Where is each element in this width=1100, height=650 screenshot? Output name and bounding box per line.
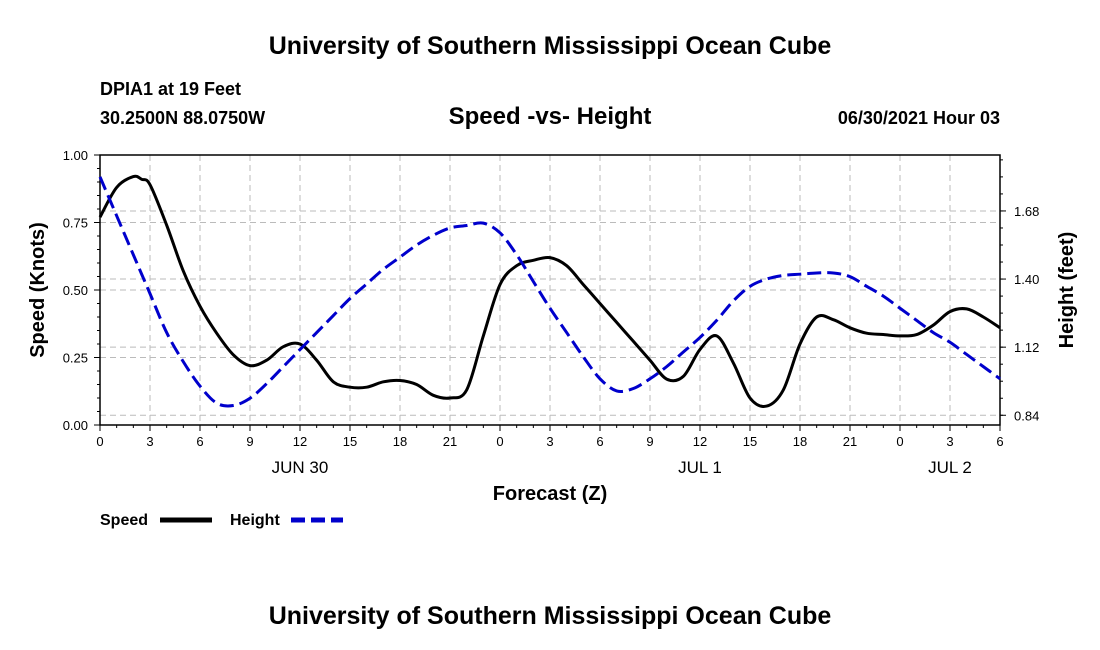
legend-speed-label: Speed [100,512,148,529]
x-tick-label: 0 [496,434,503,449]
x-tick-label: 12 [693,434,707,449]
timestamp-label: 06/30/2021 Hour 03 [838,108,1000,128]
x-date-label: JUL 1 [678,458,722,477]
y2-tick-label: 1.68 [1014,204,1039,219]
y-tick-label: 0.75 [63,216,88,231]
x-tick-label: 0 [96,434,103,449]
station-label: DPIA1 at 19 Feet [100,79,241,99]
x-axis-label: Forecast (Z) [493,483,607,505]
y-tick-label: 0.25 [63,351,88,366]
x-tick-label: 9 [646,434,653,449]
x-tick-label: 21 [843,434,857,449]
y-tick-label: 0.00 [63,418,88,433]
x-tick-label: 18 [393,434,407,449]
x-date-label: JUN 30 [272,458,329,477]
x-date-label: JUL 2 [928,458,972,477]
x-tick-label: 6 [196,434,203,449]
grid [99,154,1001,426]
x-tick-label: 6 [596,434,603,449]
series-line-speed [98,174,1001,408]
x-tick-label: 21 [443,434,457,449]
header-title: University of Southern Mississippi Ocean… [269,32,832,60]
y2-tick-label: 0.84 [1014,408,1039,423]
y2-axis-label: Height (feet) [1056,232,1078,349]
coordinates-label: 30.2500N 88.0750W [100,108,265,128]
x-tick-label: 3 [546,434,553,449]
y-tick-label: 1.00 [63,148,88,163]
x-tick-label: 15 [743,434,757,449]
series-line-height [98,176,1001,408]
legend: Speed Height [100,512,343,529]
x-tick-label: 0 [896,434,903,449]
x-tick-label: 6 [996,434,1003,449]
y-axis-label: Speed (Knots) [27,222,49,358]
chart-title: Speed -vs- Height [449,103,652,130]
y2-tick-label: 1.40 [1014,272,1039,287]
series [98,174,1001,408]
x-tick-label: 3 [946,434,953,449]
y2-tick-label: 1.12 [1014,340,1039,355]
x-tick-label: 12 [293,434,307,449]
axis-ticks: 0 3 6 9 12 15 18 21 0 3 6 9 12 15 18 21 0 3 6 0.00 0.25 0.50 0… [63,148,1040,477]
x-tick-label: 18 [793,434,807,449]
x-tick-label: 9 [246,434,253,449]
legend-height-label: Height [230,512,280,529]
x-tick-label: 3 [146,434,153,449]
footer-title: University of Southern Mississippi Ocean… [269,602,832,630]
y-tick-label: 0.50 [63,283,88,298]
x-tick-label: 15 [343,434,357,449]
